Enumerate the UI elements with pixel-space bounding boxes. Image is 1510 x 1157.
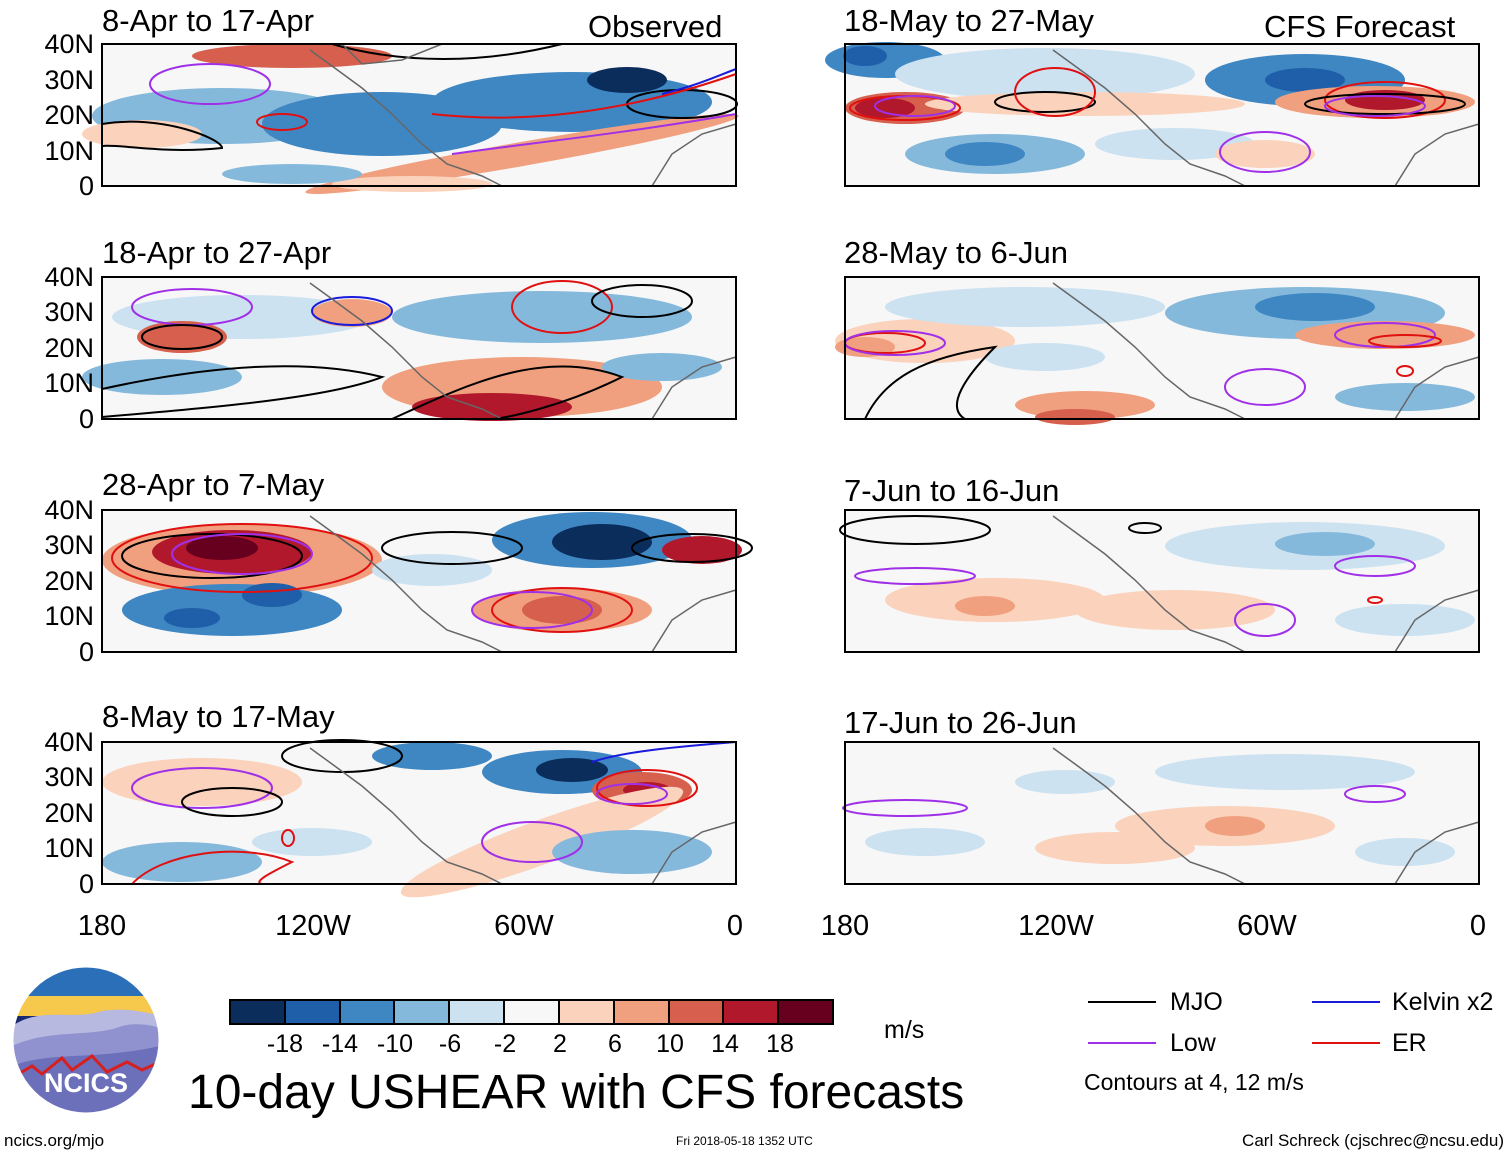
colorbar — [229, 999, 834, 1025]
colorbar-swatch — [557, 1001, 613, 1023]
map-panel — [101, 739, 737, 898]
colorbar-tick: -10 — [376, 1030, 414, 1058]
logo-text: NCICS — [44, 1068, 128, 1098]
y-label: 40N — [44, 495, 94, 525]
x-label: 0 — [1469, 910, 1487, 942]
colorbar-swatch — [777, 1001, 832, 1023]
colorbar-swatch — [393, 1001, 449, 1023]
ncics-logo: NCICS — [12, 966, 160, 1114]
colorbar-tick: 18 — [766, 1030, 794, 1058]
colorbar-swatch — [667, 1001, 723, 1023]
footer-author: Carl Schreck (cjschrec@ncsu.edu) — [1242, 1131, 1504, 1150]
footer-url: ncics.org/mjo — [4, 1131, 105, 1150]
panel-title: 28-May to 6-Jun — [844, 235, 1068, 270]
panel-tag-forecast: CFS Forecast — [1264, 9, 1456, 44]
colorbar-tick: -14 — [321, 1030, 359, 1058]
panel-title: 17-Jun to 26-Jun — [844, 705, 1077, 740]
colorbar-swatch — [503, 1001, 558, 1023]
panel-title: 18-Apr to 27-Apr — [102, 235, 332, 270]
colorbar-tick: -6 — [438, 1030, 462, 1058]
x-label: 120W — [1018, 910, 1094, 942]
colorbar-tick: -2 — [493, 1030, 517, 1058]
colorbar-tick: 14 — [711, 1030, 739, 1058]
map-panel — [101, 509, 753, 653]
y-label: 30N — [44, 297, 94, 327]
colorbar-units: m/s — [884, 1016, 925, 1044]
legend-label-mjo: MJO — [1170, 988, 1223, 1016]
y-label: 10N — [44, 833, 94, 863]
y-label: 0 — [78, 869, 94, 899]
y-label: 0 — [78, 404, 94, 434]
colorbar-swatch — [283, 1001, 339, 1023]
panel-title: 8-May to 17-May — [102, 699, 335, 734]
map-panel — [835, 276, 1480, 425]
map-panel — [842, 741, 1480, 885]
x-label: 180 — [77, 910, 127, 942]
x-label: 60W — [1237, 910, 1297, 942]
figure-title: 10-day USHEAR with CFS forecasts — [188, 1066, 965, 1119]
colorbar-swatch — [612, 1001, 668, 1023]
legend-line-mjo — [1088, 1001, 1156, 1003]
legend-label-er: ER — [1392, 1029, 1427, 1057]
x-label: 120W — [275, 910, 351, 942]
colorbar-tick: 10 — [656, 1030, 684, 1058]
y-label: 30N — [44, 530, 94, 560]
y-label: 10N — [44, 601, 94, 631]
y-label: 40N — [44, 727, 94, 757]
y-label: 20N — [44, 333, 94, 363]
colorbar-tick: 2 — [553, 1030, 567, 1058]
y-label: 30N — [44, 65, 94, 95]
y-label: 10N — [44, 368, 94, 398]
y-label: 20N — [44, 798, 94, 828]
x-label: 60W — [494, 910, 554, 942]
map-panel — [839, 509, 1480, 653]
colorbar-tick: 6 — [608, 1030, 622, 1058]
map-panel — [82, 276, 737, 421]
legend-label-low: Low — [1170, 1029, 1216, 1057]
colorbar-swatch — [231, 1001, 284, 1023]
panel-title: 8-Apr to 17-Apr — [102, 3, 314, 38]
footer-timestamp: Fri 2018-05-18 1352 UTC — [676, 1134, 813, 1148]
y-label: 20N — [44, 566, 94, 596]
colorbar-swatch — [338, 1001, 394, 1023]
panel-tag-observed: Observed — [588, 9, 723, 44]
map-panel — [82, 43, 739, 194]
map-panel — [825, 42, 1480, 187]
panel-title: 7-Jun to 16-Jun — [844, 473, 1060, 508]
y-label: 30N — [44, 762, 94, 792]
y-label: 0 — [78, 637, 94, 667]
legend-line-low — [1088, 1042, 1156, 1044]
x-label: 180 — [820, 910, 870, 942]
panel-title: 18-May to 27-May — [844, 3, 1094, 38]
y-label: 40N — [44, 262, 94, 292]
legend-label-kelvin: Kelvin x2 — [1392, 988, 1494, 1016]
panel-title: 28-Apr to 7-May — [102, 467, 325, 502]
colorbar-tick: -18 — [266, 1030, 304, 1058]
y-label: 0 — [78, 171, 94, 201]
colorbar-swatch — [722, 1001, 778, 1023]
legend-line-er — [1312, 1042, 1380, 1044]
legend-line-kelvin — [1312, 1001, 1380, 1003]
y-label: 40N — [44, 29, 94, 59]
colorbar-swatch — [448, 1001, 504, 1023]
y-label: 20N — [44, 100, 94, 130]
legend-note: Contours at 4, 12 m/s — [1084, 1069, 1304, 1095]
x-label: 0 — [726, 910, 744, 942]
y-label: 10N — [44, 136, 94, 166]
